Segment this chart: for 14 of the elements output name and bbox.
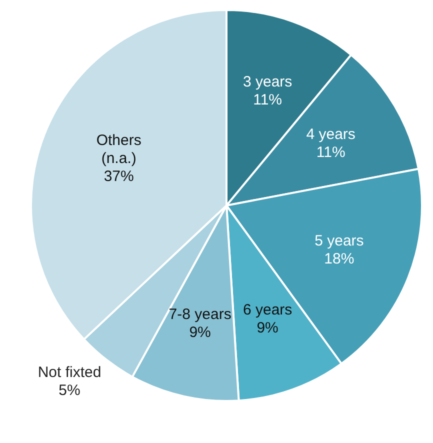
- slice-label: Not fixted: [38, 364, 102, 382]
- data-label: 11%: [316, 144, 346, 161]
- slice-label: 7-8 years: [168, 306, 232, 323]
- data-label: 9%: [189, 324, 211, 341]
- slice-label: 4 years: [306, 126, 356, 143]
- slice-label: 3 years: [242, 74, 292, 91]
- data-label: 18%: [324, 250, 354, 268]
- data-label: 11%: [253, 92, 282, 109]
- data-label: 9%: [256, 320, 278, 337]
- slice-label: 6 years: [242, 302, 292, 319]
- data-label: 37%: [104, 168, 134, 186]
- slice-label: Others (n.a.): [96, 132, 142, 168]
- slice-label: 5 years: [314, 232, 364, 250]
- data-label: 5%: [58, 382, 80, 400]
